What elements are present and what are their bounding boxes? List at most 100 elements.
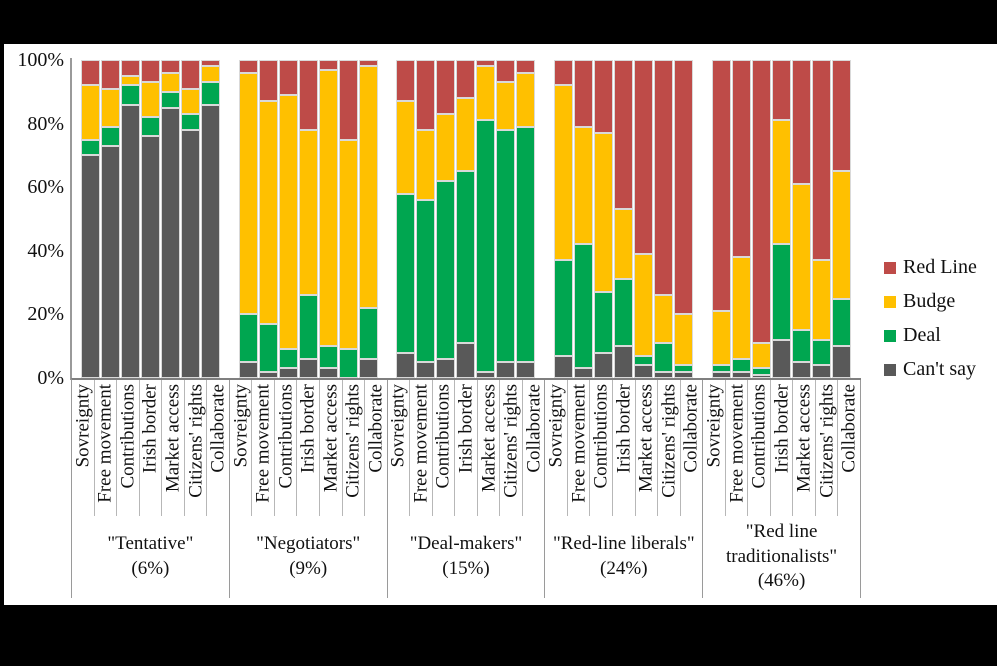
bar-segment-red-line [81, 60, 101, 86]
bar-segment-red-line [101, 60, 121, 89]
legend-label: Budge [903, 290, 956, 312]
category-label: Collaborate [207, 384, 229, 473]
bar-segment-can-t-say [278, 368, 298, 378]
stacked-bar-citizens-rights [811, 60, 831, 378]
bar-segment-deal [396, 193, 416, 353]
bar-segment-red-line [516, 60, 536, 73]
y-axis-line [70, 58, 72, 380]
category-label: Free movement [726, 384, 747, 503]
bar-segment-can-t-say [831, 346, 851, 378]
category-label: Sovreignty [545, 384, 567, 468]
bar-segment-deal [614, 279, 634, 347]
legend-marker-red-line [884, 261, 896, 274]
bar-segment-deal [201, 82, 221, 105]
stacked-bar-sovreignty [396, 60, 416, 378]
bar-segment-budge [181, 88, 201, 115]
bar-segment-deal [771, 244, 791, 340]
bar-segment-red-line [318, 60, 338, 70]
category-group: Sovreignty Free movement Contributions Iris… [703, 380, 861, 516]
bar-segment-budge [396, 101, 416, 194]
legend-item-can-t-say: Can't say [884, 358, 977, 381]
stacked-bar-contributions [121, 60, 141, 378]
category-cell: Citizens' rights [658, 380, 681, 516]
stacked-bar-free-movement [101, 60, 121, 378]
bar-segment-deal [416, 199, 436, 363]
category-group: Sovreignty Free movement Contributions Iris… [72, 380, 230, 516]
y-tick-label: 60% [27, 176, 64, 199]
bar-segment-can-t-say [751, 374, 771, 378]
category-cell: Irish border [455, 380, 478, 516]
category-label: Contributions [590, 384, 612, 489]
bar-segment-budge [711, 311, 731, 366]
category-cell: Collaborate [681, 380, 703, 516]
group-name: "Tentative" [107, 533, 194, 555]
bar-segment-deal [574, 244, 594, 369]
category-group: Sovreignty Free movement Contributions Iris… [388, 380, 546, 516]
bar-segment-deal [831, 298, 851, 347]
legend-label: Red Line [903, 256, 977, 278]
bar-segment-red-line [456, 60, 476, 99]
bar-segment-deal [258, 323, 278, 372]
category-cell: Contributions [433, 380, 456, 516]
category-label: Market access [793, 384, 815, 493]
legend-item-deal: Deal [884, 324, 977, 347]
category-cell: Market access [636, 380, 659, 516]
bar-segment-budge [634, 254, 654, 356]
y-tick-label: 40% [27, 239, 64, 262]
bar-segment-budge [141, 82, 161, 118]
bar-segment-can-t-say [101, 145, 121, 378]
bar-segment-can-t-say [554, 355, 574, 378]
group-label-deal-makers: "Deal-makers" (15%) [388, 516, 546, 598]
bar-segment-deal [298, 295, 318, 359]
stacked-bar-contributions [594, 60, 614, 378]
category-cell: Collaborate [207, 380, 229, 516]
legend-marker-deal [884, 329, 896, 342]
bar-segment-budge [298, 129, 318, 296]
bar-segment-deal [811, 339, 831, 366]
category-label: Free movement [94, 384, 116, 503]
stacked-bar-citizens-rights [181, 60, 201, 378]
bar-segment-can-t-say [674, 371, 694, 378]
bar-segment-deal [121, 85, 141, 105]
category-cell: Free movement [568, 380, 591, 516]
bar-segment-red-line [358, 60, 378, 67]
bar-segment-can-t-say [396, 352, 416, 378]
category-label: Collaborate [838, 384, 860, 473]
bar-segment-can-t-say [634, 365, 654, 378]
stacked-bar-sovreignty [238, 60, 258, 378]
stacked-bar-market-access [791, 60, 811, 378]
stacked-bar-citizens-rights [496, 60, 516, 378]
stacked-bar-citizens-rights [654, 60, 674, 378]
bar-segment-red-line [436, 60, 456, 115]
bar-segment-budge [278, 95, 298, 350]
category-cell: Irish border [613, 380, 636, 516]
bar-group [387, 60, 545, 378]
bar-segment-deal [731, 358, 751, 372]
category-label: Sovreignty [72, 384, 94, 468]
bar-segment-budge [161, 72, 181, 92]
category-label: Market access [162, 384, 184, 493]
stacked-bar-market-access [476, 60, 496, 378]
bar-segment-deal [496, 129, 516, 363]
category-cell: Sovreignty [72, 380, 95, 516]
category-label: Contributions [432, 384, 454, 489]
bar-segment-deal [634, 355, 654, 366]
bar-segment-budge [338, 139, 358, 350]
bar-segment-red-line [554, 60, 574, 86]
category-cell: Collaborate [838, 380, 860, 516]
category-cell: Sovreignty [230, 380, 253, 516]
stacked-bar-collaborate [674, 60, 694, 378]
bar-segment-deal [674, 365, 694, 372]
group-name: "Deal-makers" [409, 533, 523, 555]
bar-segment-can-t-say [456, 343, 476, 378]
group-axis: "Tentative" (6%) "Negotiators" (9%) "Deal-ma… [71, 516, 861, 598]
stacked-bar-irish-border [771, 60, 791, 378]
bar-segment-red-line [338, 60, 358, 140]
category-label: Contributions [275, 384, 297, 489]
category-group: Sovreignty Free movement Contributions Iris… [230, 380, 388, 516]
bar-segment-red-line [278, 60, 298, 95]
bar-segment-red-line [476, 60, 496, 67]
y-tick-label: 100% [17, 49, 64, 71]
bar-group [230, 60, 388, 378]
